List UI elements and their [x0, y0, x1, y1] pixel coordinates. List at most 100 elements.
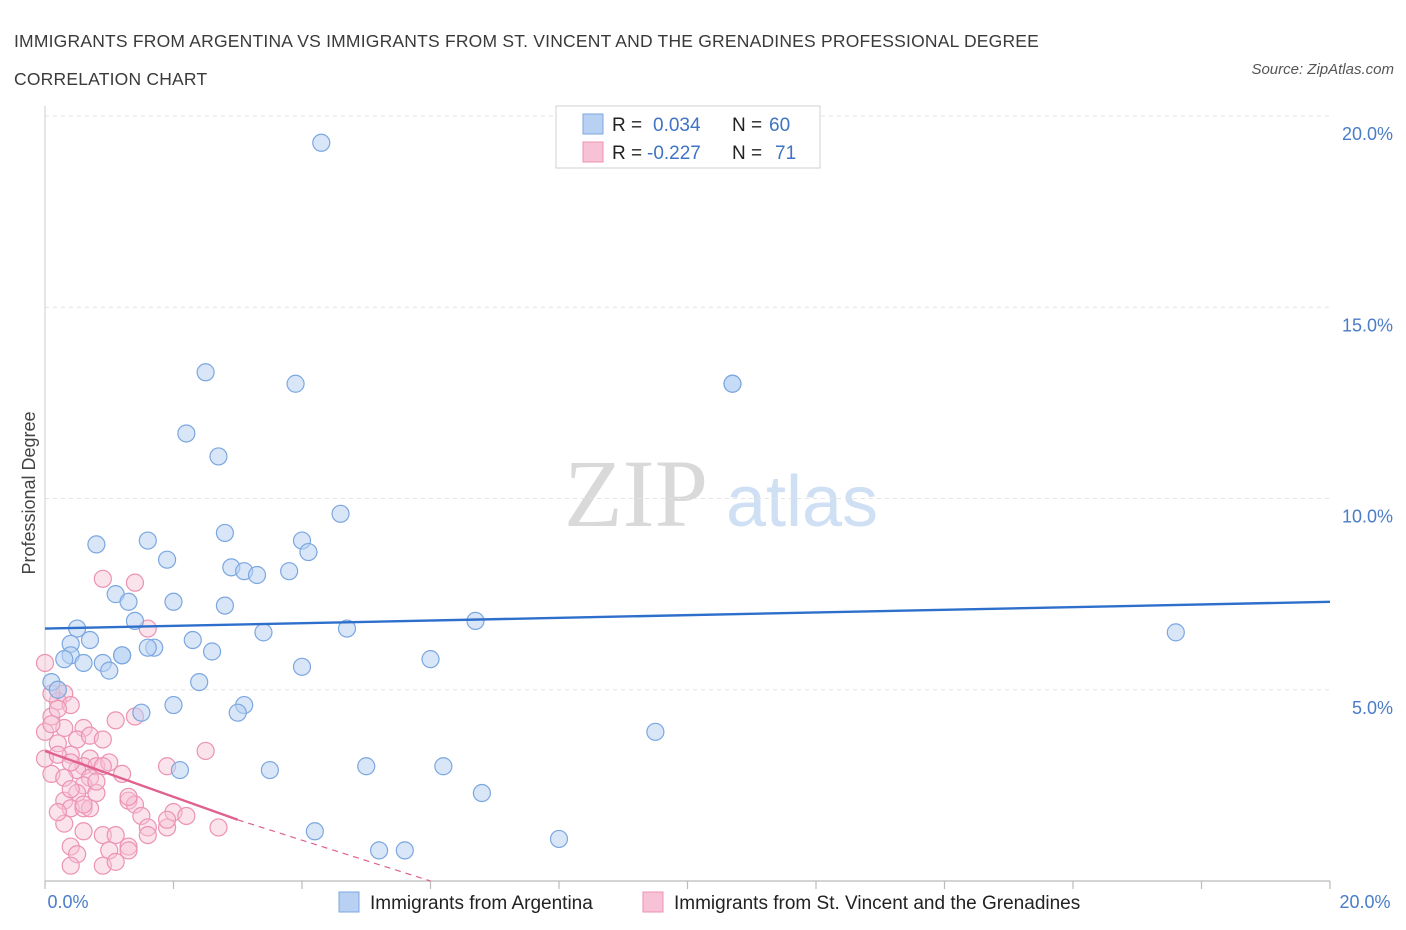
y-tick-label-3: 20.0%: [1342, 124, 1393, 144]
argentina-point-1: [196, 363, 215, 382]
argentina-point-16: [247, 565, 267, 585]
argentina-point-45: [164, 695, 183, 715]
argentina-point-20: [164, 592, 183, 611]
st-vincent-point-65: [48, 803, 67, 822]
st-vincent-point-70: [42, 715, 61, 734]
st-vincent-point-35: [55, 814, 74, 833]
st-vincent-point-66: [74, 795, 93, 814]
watermark-zip: ZIP: [564, 440, 708, 547]
argentina-point-37: [55, 650, 74, 669]
trend-lines: [44, 600, 1331, 882]
argentina-point-47: [132, 703, 151, 722]
argentina-point-55: [305, 822, 324, 841]
st-vincent-point-63: [87, 772, 106, 791]
argentina-point-32: [138, 638, 157, 657]
argentina-point-7: [331, 504, 350, 523]
st-vincent-point-48: [119, 841, 138, 860]
st-vincent-point-47: [100, 841, 119, 860]
watermark: ZIP atlas: [564, 440, 878, 547]
st-vincent-point-64: [119, 787, 138, 806]
x-tick-label-max: 20.0%: [1339, 892, 1390, 912]
st-vincent-point-38: [106, 825, 125, 845]
argentina-point-40: [100, 661, 119, 680]
argentina-point-58: [549, 829, 569, 849]
st-vincent-point-23: [55, 768, 74, 787]
chart-title: IMMIGRANTS FROM ARGENTINA VS IMMIGRANTS …: [14, 31, 1040, 89]
stats-n-value-1: 60: [769, 115, 790, 136]
argentina-point-53: [434, 757, 453, 776]
argentina-point-12: [299, 542, 318, 562]
argentina-point-13: [157, 550, 177, 569]
legend-label-argentina: Immigrants from Argentina: [370, 893, 593, 914]
st-vincent-point-62: [61, 780, 80, 799]
st-vincent-point-55: [93, 569, 112, 588]
trend-line-argentina: [44, 600, 1331, 630]
trend-line-st-vincent: [44, 749, 239, 821]
stats-box: R = 0.034 N = 60 R = -0.227 N = 71: [555, 105, 821, 169]
stats-swatch-st-vincent: [582, 141, 604, 163]
argentina-point-10: [215, 523, 234, 543]
watermark-atlas: atlas: [726, 462, 878, 542]
argentina-point-41: [292, 657, 312, 676]
legend-swatch-st-vincent: [642, 891, 664, 913]
y-tick-label-1: 10.0%: [1342, 507, 1393, 527]
st-vincent-point-40: [157, 818, 177, 837]
argentina-point-4: [723, 374, 742, 393]
argentina-point-51: [260, 760, 279, 780]
st-vincent-point-44: [119, 837, 138, 856]
argentina-point-2: [286, 374, 305, 393]
argentina-point-21: [215, 596, 234, 615]
argentina-point-5: [177, 424, 196, 443]
argentina-point-17: [280, 562, 299, 581]
stats-n-label-2: N =: [732, 143, 762, 164]
x-tick-label-min: 0.0%: [47, 892, 88, 912]
stats-n-label-1: N =: [732, 115, 762, 136]
st-vincent-point-57: [196, 741, 215, 761]
trend-line-st-vincent-extrapolated: [237, 819, 431, 882]
argentina-point-9: [138, 531, 157, 550]
argentina-point-38: [74, 653, 93, 673]
argentina-point-24: [80, 630, 100, 650]
argentina-point-42: [421, 650, 440, 669]
chart-source: Source: ZipAtlas.com: [1251, 61, 1394, 78]
legend-label-st-vincent: Immigrants from St. Vincent and the Gren…: [674, 893, 1080, 914]
st-vincent-point-0: [35, 653, 55, 673]
argentina-point-52: [357, 757, 376, 776]
argentina-point-50: [170, 760, 190, 780]
stats-r-value-2: -0.227: [647, 143, 701, 164]
st-vincent-point-51: [106, 852, 125, 871]
st-vincent-point-39: [138, 818, 157, 837]
argentina-point-43: [190, 672, 209, 692]
argentina-point-6: [209, 447, 228, 466]
st-vincent-point-68: [177, 806, 196, 826]
y-tick-label-0: 5.0%: [1352, 698, 1393, 718]
st-vincent-point-37: [93, 825, 112, 845]
argentina-point-26: [254, 623, 273, 642]
argentina-point-49: [646, 722, 665, 741]
st-vincent-point-43: [138, 825, 157, 845]
legend-swatch-argentina: [338, 891, 360, 913]
argentina-point-48: [228, 703, 247, 722]
gridlines: [45, 115, 1330, 691]
argentina-point-56: [370, 841, 389, 860]
st-vincent-point-67: [157, 810, 177, 829]
st-vincent-point-53: [106, 711, 125, 730]
st-vincent-point-34: [132, 806, 151, 826]
stats-n-value-2: 71: [775, 143, 796, 164]
stats-swatch-argentina: [582, 113, 604, 135]
argentina-point-35: [112, 646, 132, 665]
legend: Immigrants from Argentina Immigrants fro…: [338, 891, 1080, 914]
argentina-point-30: [183, 630, 202, 650]
st-vincent-point-54: [125, 573, 145, 592]
argentina-point-0: [312, 133, 331, 152]
argentina-point-29: [1166, 623, 1185, 642]
series-argentina-points: [42, 133, 1185, 860]
stats-r-label-2: R =: [612, 143, 642, 164]
st-vincent-point-42: [209, 818, 228, 837]
st-vincent-point-36: [74, 822, 93, 841]
argentina-point-22: [125, 611, 145, 631]
y-tick-label-2: 15.0%: [1342, 315, 1393, 335]
stats-r-label-1: R =: [612, 115, 642, 136]
st-vincent-point-13: [93, 730, 112, 749]
